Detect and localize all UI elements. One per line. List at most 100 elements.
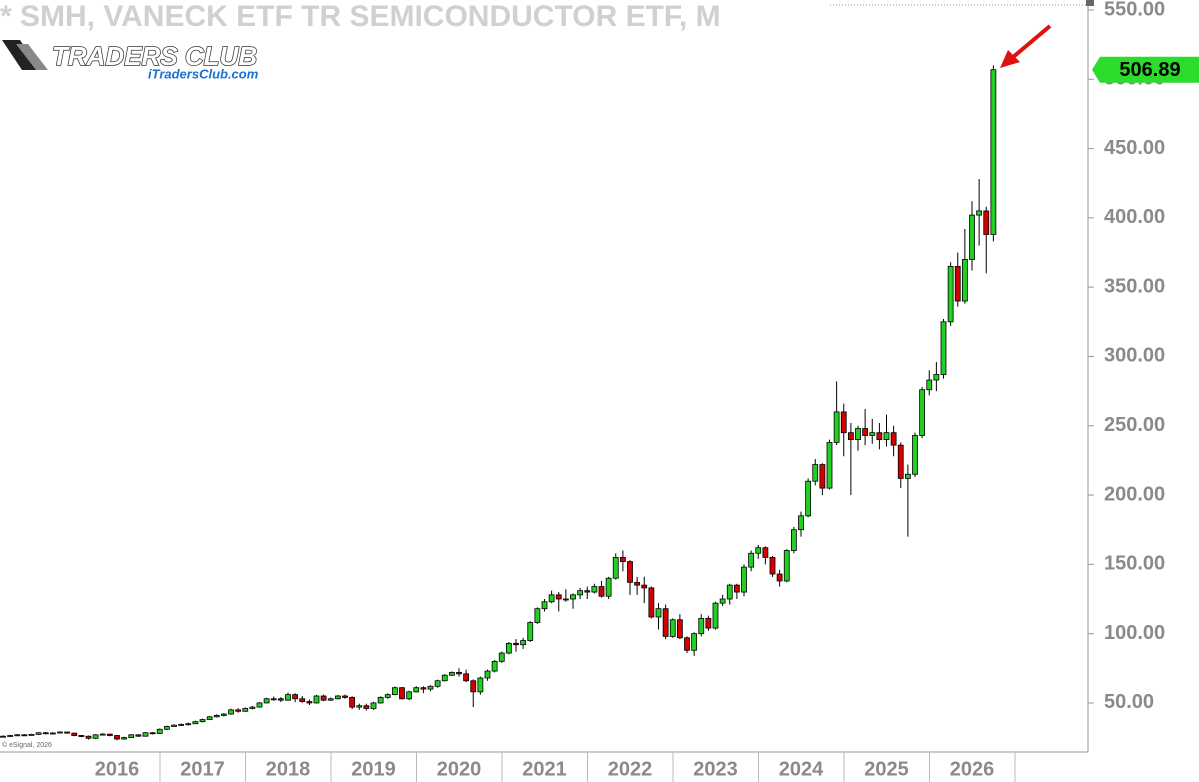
candle-body (619, 557, 626, 562)
candle-body (363, 705, 370, 709)
candle-body (627, 561, 633, 583)
candle-body (406, 691, 413, 700)
candle-body (969, 214, 975, 260)
x-tick-label: 2016 (95, 758, 140, 780)
candle-body (135, 734, 142, 737)
y-tick-label: 250.00 (1104, 414, 1165, 436)
candle-body (598, 586, 605, 597)
copyright: © eSignal, 2026 (2, 741, 52, 749)
candle-body (733, 584, 740, 593)
x-tick-label: 2021 (522, 758, 567, 780)
candle-body (712, 602, 719, 629)
candle-body (855, 428, 861, 441)
candle-body (655, 608, 662, 618)
candle-body (71, 732, 78, 736)
candle-body (847, 432, 854, 441)
candle-body (790, 529, 797, 551)
candle-body (954, 265, 961, 302)
candle-body (277, 698, 284, 701)
candle-body (541, 601, 548, 610)
candle-body (456, 672, 462, 675)
candle-body (92, 734, 99, 739)
last-price-label: 506.89 (1119, 59, 1180, 81)
candle-body (947, 265, 954, 323)
candle-body (156, 728, 163, 734)
candle-body (591, 586, 598, 593)
candle-body (206, 716, 213, 720)
y-tick-label: 100.00 (1104, 622, 1165, 644)
candle-body (833, 411, 840, 443)
x-tick-label: 2019 (351, 758, 396, 780)
y-tick-label: 300.00 (1104, 345, 1165, 367)
candle-body (285, 694, 291, 701)
candle-body (64, 731, 71, 734)
x-tick-label: 2025 (864, 758, 909, 780)
chart-title: * SMH, VANECK ETF TR SEMICONDUCTOR ETF, … (0, 0, 721, 33)
candle-body (926, 379, 933, 391)
candle-body (178, 724, 185, 726)
candle-body (370, 702, 377, 709)
candle-body (434, 680, 441, 687)
candle-body (605, 577, 612, 597)
candle-body (933, 374, 940, 381)
candle-body (484, 670, 491, 679)
candle-body (420, 687, 427, 690)
candle-body (555, 594, 562, 600)
candle-body (263, 698, 270, 704)
candle-body (463, 673, 470, 682)
logo-text: TRADERS CLUB (52, 41, 257, 71)
last-price-tag (1092, 56, 1199, 83)
candle-body (769, 557, 776, 575)
candle-body (562, 598, 569, 601)
candle-body (192, 721, 199, 725)
candle-body (399, 687, 405, 700)
candle-body (798, 515, 804, 531)
candle-body (912, 435, 918, 475)
candle-body (320, 695, 327, 701)
candle-body (377, 696, 384, 704)
candle-body (669, 619, 676, 637)
candle-body (384, 694, 391, 698)
logo-url: iTradersClub.com (148, 66, 259, 81)
candle-body (21, 734, 28, 737)
candle-body (719, 598, 726, 604)
candle-body (270, 698, 277, 701)
candle-body (776, 573, 783, 582)
y-tick-label: 350.00 (1104, 275, 1165, 297)
candle-body (548, 594, 555, 603)
candle-body (676, 619, 683, 639)
candle-body (85, 735, 92, 739)
candle-body (904, 473, 911, 479)
x-tick-label: 2020 (437, 758, 482, 780)
y-tick-label: 550.00 (1104, 0, 1165, 20)
candle-body (748, 552, 755, 568)
candle-body (342, 695, 348, 698)
x-tick-label: 2022 (608, 758, 653, 780)
candle-body (976, 210, 983, 216)
candle-body (413, 687, 420, 693)
candle-body (584, 590, 591, 593)
candle-body (826, 441, 833, 489)
x-tick-label: 2017 (180, 758, 225, 780)
candle-body (819, 464, 826, 489)
candle-body (49, 732, 56, 735)
candle-body (42, 732, 49, 735)
candle-body (812, 464, 819, 482)
candle-body (527, 622, 534, 641)
y-tick-label: 200.00 (1104, 483, 1165, 505)
candle-body (313, 695, 320, 704)
candle-body (106, 733, 113, 736)
candle-body (249, 706, 256, 709)
candle-body (121, 737, 128, 740)
candle-body (726, 584, 733, 600)
candle-body (520, 640, 527, 646)
candle-body (142, 732, 149, 737)
candle-body (78, 735, 85, 737)
candle-body (299, 698, 306, 702)
y-tick-label: 400.00 (1104, 206, 1165, 228)
candle-body (441, 674, 448, 682)
pointer-arrow (1000, 24, 1052, 68)
candle-body (427, 685, 434, 690)
candle-body (128, 734, 135, 738)
arrow-shaft (1010, 24, 1052, 60)
